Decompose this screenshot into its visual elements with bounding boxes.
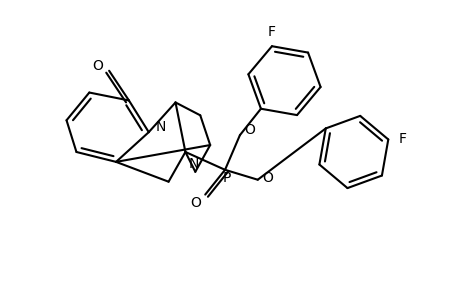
Text: O: O [190, 196, 200, 209]
Text: N: N [155, 120, 166, 134]
Text: O: O [92, 59, 102, 73]
Text: P: P [222, 171, 231, 185]
Text: F: F [397, 132, 405, 146]
Text: O: O [244, 123, 255, 137]
Text: O: O [262, 171, 273, 185]
Text: N: N [188, 157, 198, 171]
Text: F: F [268, 25, 275, 39]
